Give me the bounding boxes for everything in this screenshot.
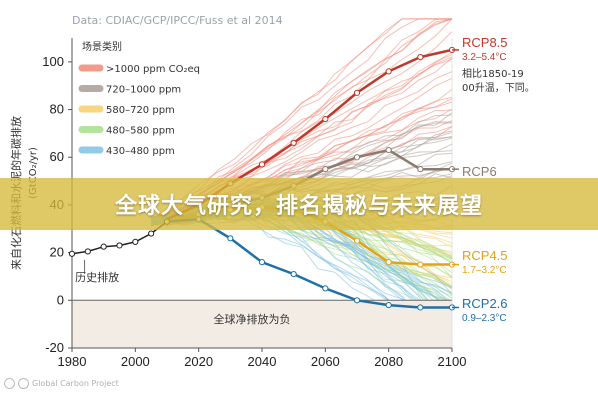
x-tick-label: 2060 [311, 354, 340, 369]
legend-item-label: 720–1000 ppm [106, 85, 181, 96]
y-tick-label: 20 [50, 245, 64, 260]
x-tick-label: 2020 [184, 354, 213, 369]
rcp-labels: RCP8.5 3.2–5.4°C RCP6 RCP4.5 1.7–3.2°C RCP2.6… [452, 35, 508, 324]
source-label: Data: CDIAC/GCP/IPCC/Fuss et al 2014 [72, 14, 283, 27]
history-point [132, 238, 139, 245]
negative-emissions-region [72, 300, 452, 348]
series-point [417, 304, 424, 311]
legend-item-label: 430–480 ppm [106, 146, 175, 157]
series-point [290, 139, 297, 147]
series-point [385, 301, 392, 309]
watermark-text: Global Carbon Project [32, 379, 119, 388]
series-point [258, 259, 266, 266]
legend-title: 场景类别 [82, 40, 122, 53]
history-label: 历史排放 [75, 270, 119, 284]
x-tick-label: 2040 [248, 354, 277, 369]
tick-labels: 1980200020202040206020802100-20020406080… [42, 54, 466, 369]
history-point [116, 242, 123, 249]
series-point [417, 53, 424, 61]
rcp-name: RCP8.5 [462, 35, 508, 50]
history-point [148, 230, 155, 237]
cc-icon [4, 378, 15, 389]
by-icon [18, 378, 29, 389]
rcp-range: 0.9–2.3°C [462, 313, 507, 324]
series-point [353, 89, 361, 96]
y-tick-label: 100 [42, 54, 64, 69]
history-point [84, 248, 91, 255]
warming-note: 相比1850-19 00升温，下同。 [462, 67, 535, 94]
y-tick-label: -20 [45, 340, 64, 355]
rcp-range: 1.7–3.2°C [462, 265, 507, 276]
rcp-name: RCP4.5 [462, 248, 508, 263]
series-point [353, 237, 361, 244]
y-tick-label: 0 [57, 292, 64, 307]
rcp-range: 3.2–5.4°C [462, 52, 507, 63]
watermark: Global Carbon Project [4, 378, 119, 389]
rcp-name: RCP2.6 [462, 296, 508, 311]
legend: 场景类别 >1000 ppm CO₂eq 720–1000 ppm 580–720 p… [78, 40, 200, 157]
legend-item-label: 480–580 ppm [106, 126, 175, 137]
negative-region-label: 全球净排放为负 [214, 312, 291, 326]
rcp-name: RCP6 [462, 164, 497, 179]
series-point [322, 115, 329, 123]
series-point [353, 297, 361, 304]
series-point [385, 146, 392, 154]
y-axis-unit: (GtCO₂/yr) [28, 147, 39, 199]
series-point [385, 259, 392, 266]
x-tick-label: 2100 [438, 354, 467, 369]
legend-item-label: >1000 ppm CO₂eq [106, 64, 200, 75]
history-point [68, 250, 76, 257]
legend-item-label: 580–720 ppm [106, 105, 175, 116]
series-point [417, 261, 424, 268]
title-banner: 全球大气研究，排名揭秘与未来展望 [0, 178, 598, 230]
series-point [322, 285, 329, 292]
series-point [322, 166, 329, 173]
series-point [385, 68, 392, 75]
series-point [290, 270, 297, 278]
series-point [353, 154, 361, 161]
x-tick-label: 2080 [374, 354, 403, 369]
history-point [100, 243, 107, 250]
y-tick-label: 60 [50, 149, 64, 164]
banner-title: 全球大气研究，排名揭秘与未来展望 [114, 194, 483, 219]
series-point [417, 166, 424, 173]
x-tick-label: 1980 [58, 354, 87, 369]
x-tick-label: 2000 [121, 354, 150, 369]
series-point [227, 235, 234, 242]
series-point [258, 161, 266, 168]
y-tick-label: 80 [50, 102, 64, 117]
